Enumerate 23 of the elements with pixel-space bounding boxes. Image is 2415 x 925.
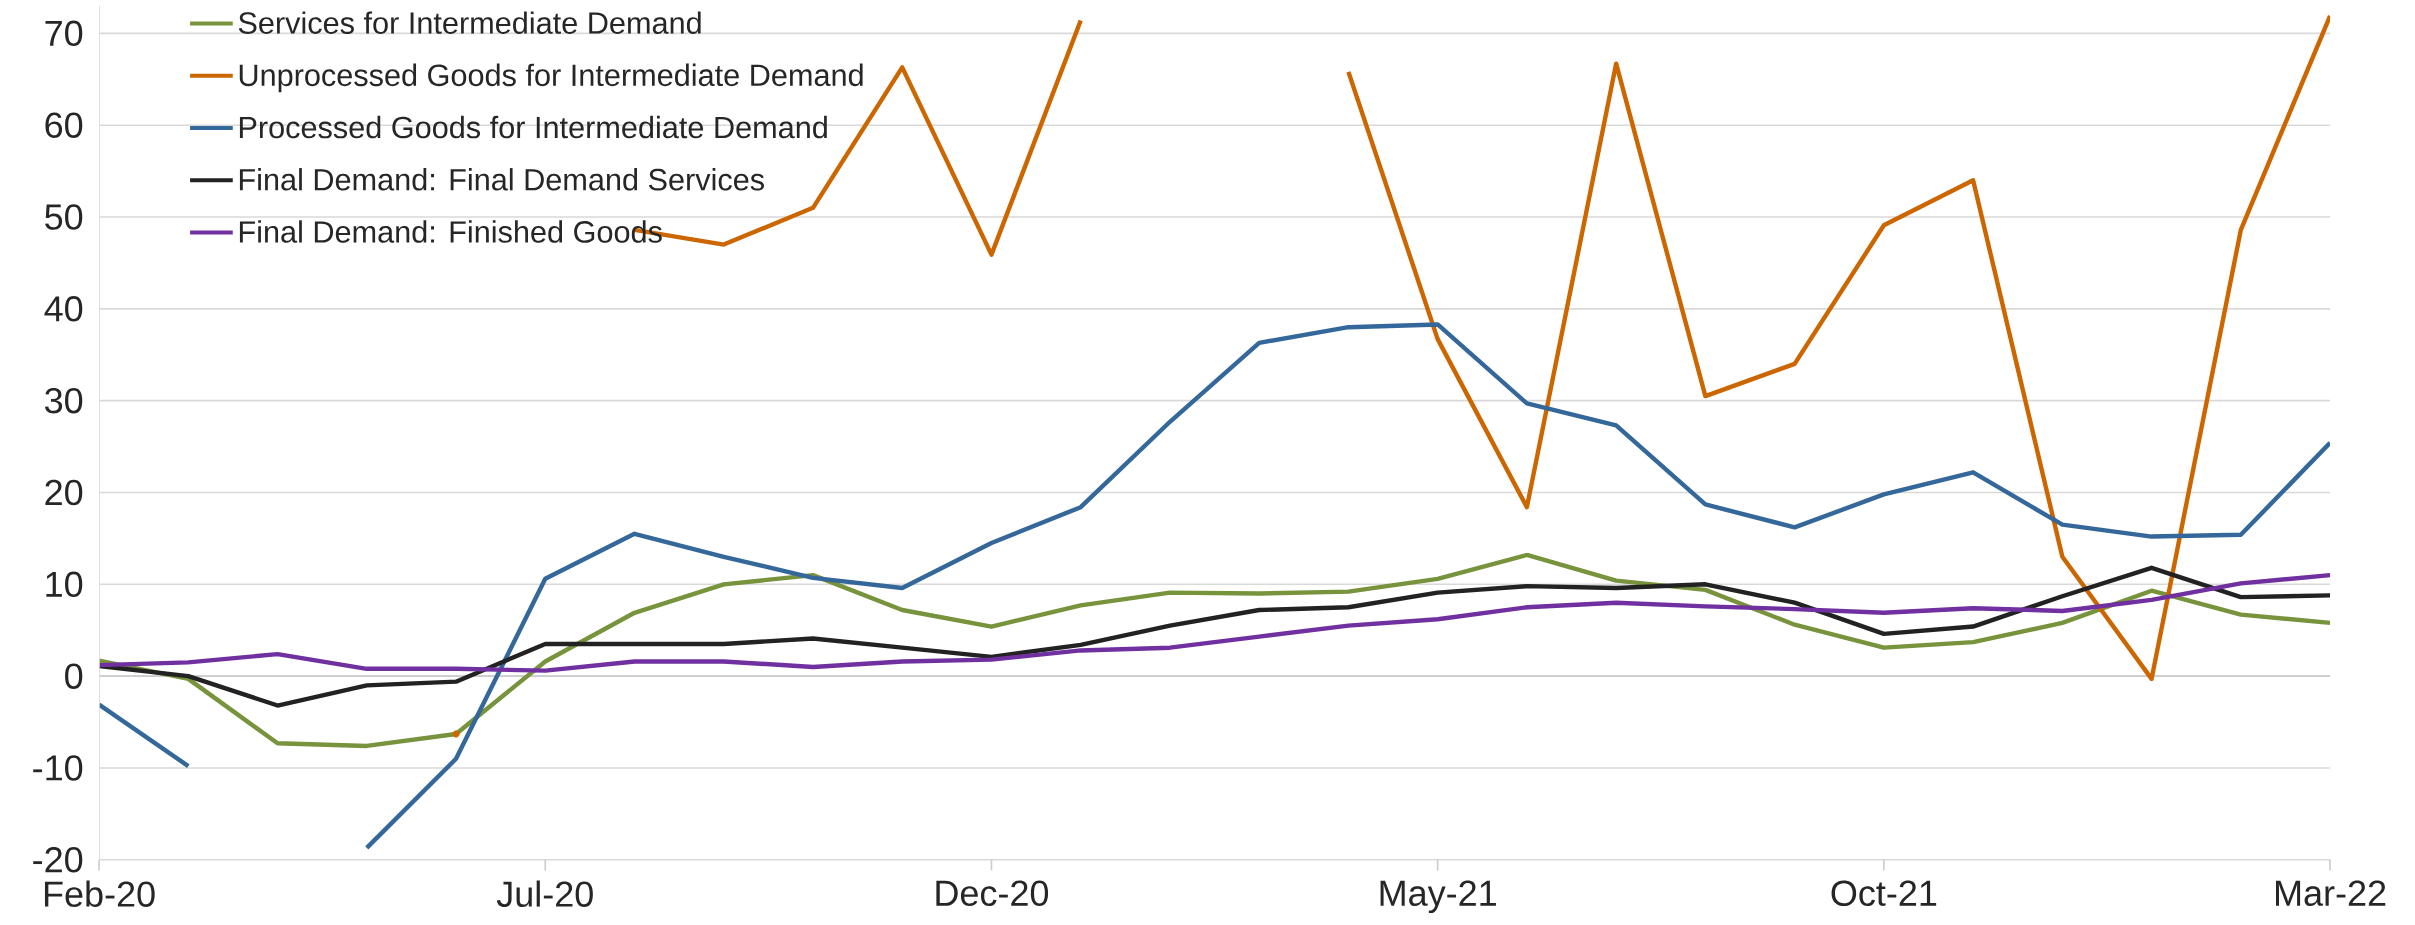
x-tick-label: Oct-21	[1831, 880, 1937, 907]
y-tick-label: 30	[45, 387, 83, 414]
x-tick-label: May-21	[1380, 880, 1496, 914]
legend-label: Processed Goods for Intermediate Demand	[239, 115, 827, 139]
legend-label: Services for Intermediate Demand	[238, 11, 701, 34]
y-tick-label: 20	[45, 479, 83, 506]
y-tick-label: 40	[44, 296, 83, 322]
y-tick-label: -20	[33, 847, 83, 873]
y-tick-label: 0	[65, 663, 83, 689]
line-series	[99, 572, 2331, 673]
y-tick-label: 50	[45, 204, 83, 230]
y-tick-label: 70	[45, 20, 83, 47]
x-tick-label: Mar-22	[2276, 880, 2386, 907]
y-tick-label: 10	[46, 571, 83, 598]
x-tick-label: Jul-20	[496, 880, 593, 907]
y-tick-label: 60	[45, 112, 83, 138]
legend-label: Final Demand: Finished Goods	[239, 220, 662, 243]
line-series	[99, 552, 2331, 749]
legend-label: Final Demand: Final Demand Services	[239, 168, 764, 191]
legend-label: Unprocessed Goods for Intermediate Demand	[239, 63, 863, 93]
y-tick-label: -10	[33, 755, 83, 781]
x-tick-label: Feb-20	[44, 880, 155, 907]
x-tick-label: Dec-20	[936, 880, 1049, 907]
